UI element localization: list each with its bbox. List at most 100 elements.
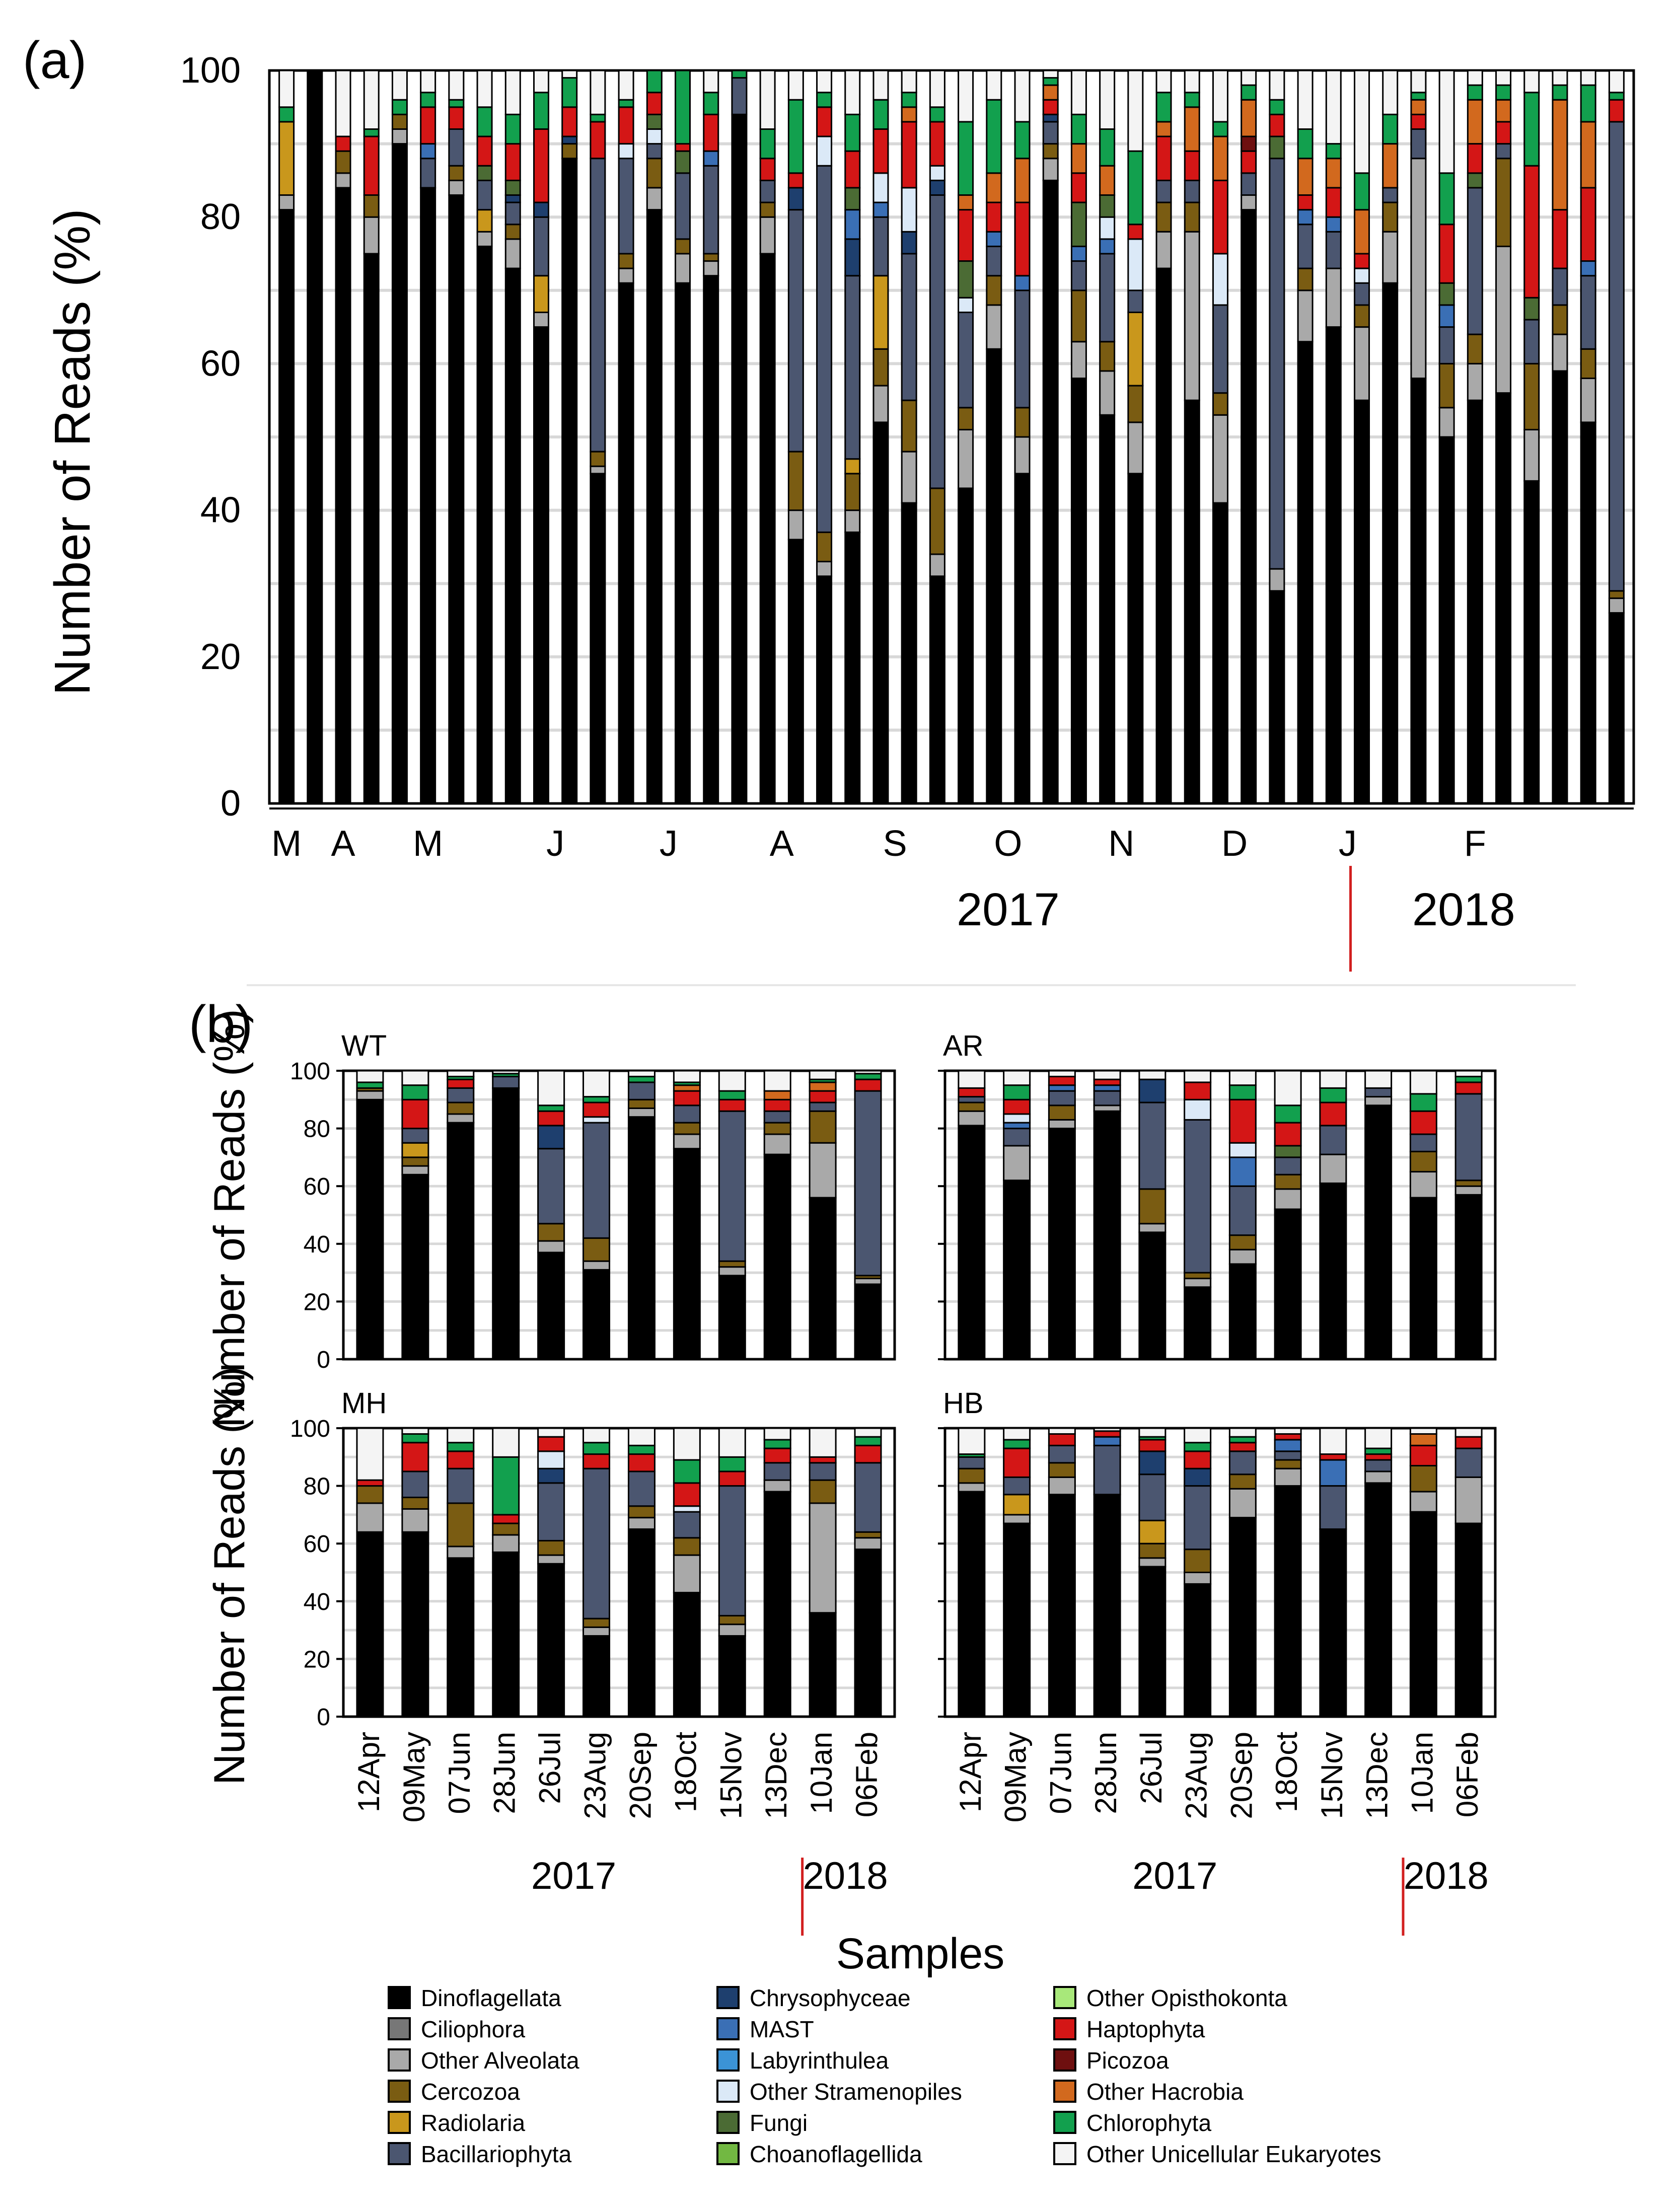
a-bar-8-cercozoa (504, 224, 521, 240)
a-bar-36-mast (1297, 209, 1314, 226)
ar-bar-11-other-alveolata (1454, 1185, 1483, 1196)
a-bar-29-chlorophyta (1099, 128, 1116, 167)
a-bar-26-other-alveolata (1014, 436, 1031, 475)
mh-bar-7-other-unicellular-eukaryotes (673, 1427, 701, 1461)
wt-bar-6-cercozoa (627, 1098, 655, 1109)
a-bar-18-chlorophyta (787, 99, 804, 174)
subpanel-wt: WT 0 20 40 60 80 100 (290, 1029, 896, 1373)
a-bar-8-fungi (504, 179, 521, 196)
ar-bar-7-other-alveolata (1274, 1188, 1302, 1210)
a-bar-30-dinoflagellata (1127, 473, 1144, 804)
a-bar-33-chlorophyta (1212, 121, 1228, 137)
ar-bar-5-other-alveolata (1184, 1278, 1212, 1288)
wt-bar-10-other-unicellular-eukaryotes (809, 1070, 837, 1080)
ar-bar-0-haptophyta (958, 1087, 986, 1098)
mh-bar-2-dinoflagellata (447, 1557, 475, 1718)
a-bar-15-cercozoa (703, 253, 719, 262)
a-bar-46-bacillariophyta (1580, 275, 1596, 350)
a-bar-45-chlorophyta (1552, 84, 1568, 101)
wt-bar-2-other-unicellular-eukaryotes (447, 1070, 475, 1077)
mh-bar-8-chlorophyta (718, 1456, 746, 1472)
wt-bar-8-dinoflagellata (718, 1275, 746, 1360)
mh-bar-5-cercozoa (582, 1617, 611, 1628)
mh-bar-7-chlorophyta (673, 1459, 701, 1484)
a-bar-40-other-alveolata (1410, 158, 1427, 380)
ar-bar-4-chrysophyceae (1138, 1078, 1166, 1103)
wt-bar-5-other-stramenopiles (582, 1116, 611, 1124)
legend-label-bacillariophyta: Bacillariophyta (421, 2141, 572, 2167)
wt-bar-7-bacillariophyta (673, 1104, 701, 1124)
a-bar-18-other-alveolata (787, 509, 804, 541)
a-bar-9-bacillariophyta (533, 216, 549, 277)
mh-bar-4-dinoflagellata (537, 1563, 565, 1718)
a-bar-30-other-alveolata (1127, 421, 1144, 475)
hb-bar-3-haptophyta (1093, 1430, 1121, 1438)
a-bar-6-bacillariophyta (448, 128, 465, 167)
a-bar-42-dinoflagellata (1467, 399, 1483, 804)
a-bar-20-dinoflagellata (844, 531, 861, 804)
a-bar-30-chlorophyta (1127, 150, 1144, 226)
ar-bar-1-chlorophyta (1003, 1084, 1031, 1100)
a-bar-25-haptophyta (986, 201, 1002, 233)
x-tick-label-23Aug: 23Aug (578, 1732, 612, 1819)
a-bar-17-chlorophyta (759, 128, 776, 160)
a-bar-15-other-unicellular-eukaryotes (703, 69, 719, 94)
a-bar-28-chlorophyta (1070, 113, 1087, 145)
ar-bar-3-haptophyta (1093, 1078, 1121, 1086)
a-bar-22-chrysophyceae (901, 231, 917, 255)
legend-swatch-other-unicellular-eukaryotes (1053, 2142, 1076, 2165)
a-bar-34-picozoa (1241, 135, 1257, 152)
legend-label-mast: MAST (750, 2016, 814, 2042)
wt-bar-11-haptophyta (854, 1078, 882, 1092)
ar-bar-10-dinoflagellata (1409, 1197, 1437, 1360)
a-bar-36-cercozoa (1297, 267, 1314, 291)
a-bar-35-other-unicellular-eukaryotes (1269, 69, 1285, 101)
x-tick-label-10Jan: 10Jan (1405, 1732, 1439, 1814)
a-bar-15-bacillariophyta (703, 165, 719, 255)
a-bar-42-bacillariophyta (1467, 187, 1483, 335)
wt-bar-4-other-unicellular-eukaryotes (537, 1070, 565, 1107)
x-tick-label-06Feb: 06Feb (1450, 1732, 1484, 1817)
a-bar-29-fungi (1099, 194, 1116, 218)
a-bar-7-haptophyta (476, 135, 493, 167)
a-bar-38-other-unicellular-eukaryotes (1354, 69, 1370, 174)
ar-bar-2-cercozoa (1048, 1104, 1076, 1121)
a-bar-7-radiolaria (476, 209, 493, 233)
a-bar-19-other-stramenopiles (816, 135, 833, 167)
a-bar-35-chlorophyta (1269, 99, 1285, 115)
a-bar-0-dinoflagellata (278, 209, 295, 804)
legend-item-chrysophyceae: Chrysophyceae (716, 1985, 911, 2011)
a-bar-15-dinoflagellata (703, 275, 719, 804)
mh-bar-3-other-unicellular-eukaryotes (492, 1427, 520, 1458)
wt-bar-0-chlorophyta (356, 1081, 384, 1089)
a-bar-17-other-alveolata (759, 216, 776, 255)
a-bar-33-cercozoa (1212, 392, 1228, 416)
a-bar-36-other-unicellular-eukaryotes (1297, 69, 1314, 130)
a-bar-41-chlorophyta (1438, 172, 1455, 226)
a-bar-31-other-unicellular-eukaryotes (1155, 69, 1172, 94)
a-bar-3-cercozoa (363, 194, 380, 218)
wt-bar-3-bacillariophyta (492, 1075, 520, 1089)
mh-bar-8-other-alveolata (718, 1624, 746, 1637)
wt-bar-11-other-alveolata (854, 1278, 882, 1285)
wt-bar-10-cercozoa (809, 1110, 837, 1144)
y-tick-label-0: 0 (221, 783, 241, 824)
hb-bar-1-chlorophyta (1003, 1439, 1031, 1449)
a-bar-9-haptophyta (533, 128, 549, 203)
a-bar-4-dinoflagellata (391, 143, 408, 804)
x-axis-label: Samples (836, 1930, 1005, 1978)
mh-bar-11-haptophyta (854, 1444, 882, 1464)
wt-bar-5-other-unicellular-eukaryotes (582, 1070, 611, 1098)
legend-item-cercozoa: Cercozoa (388, 2079, 520, 2105)
a-bar-40-chlorophyta (1410, 92, 1427, 101)
a-bar-41-dinoflagellata (1438, 436, 1455, 804)
a-bar-22-haptophyta (901, 121, 917, 189)
x-tick-label-26Jul: 26Jul (1134, 1732, 1168, 1804)
a-bar-34-chlorophyta (1241, 84, 1257, 101)
hb-bar-11-other-unicellular-eukaryotes (1454, 1427, 1483, 1438)
ar-bar-9-other-alveolata (1364, 1096, 1393, 1107)
a-bar-24-cercozoa (958, 407, 974, 430)
wt-bar-5-bacillariophyta (582, 1122, 611, 1239)
a-bar-11-dinoflagellata (590, 473, 606, 804)
a-bar-2-cercozoa (335, 150, 351, 174)
